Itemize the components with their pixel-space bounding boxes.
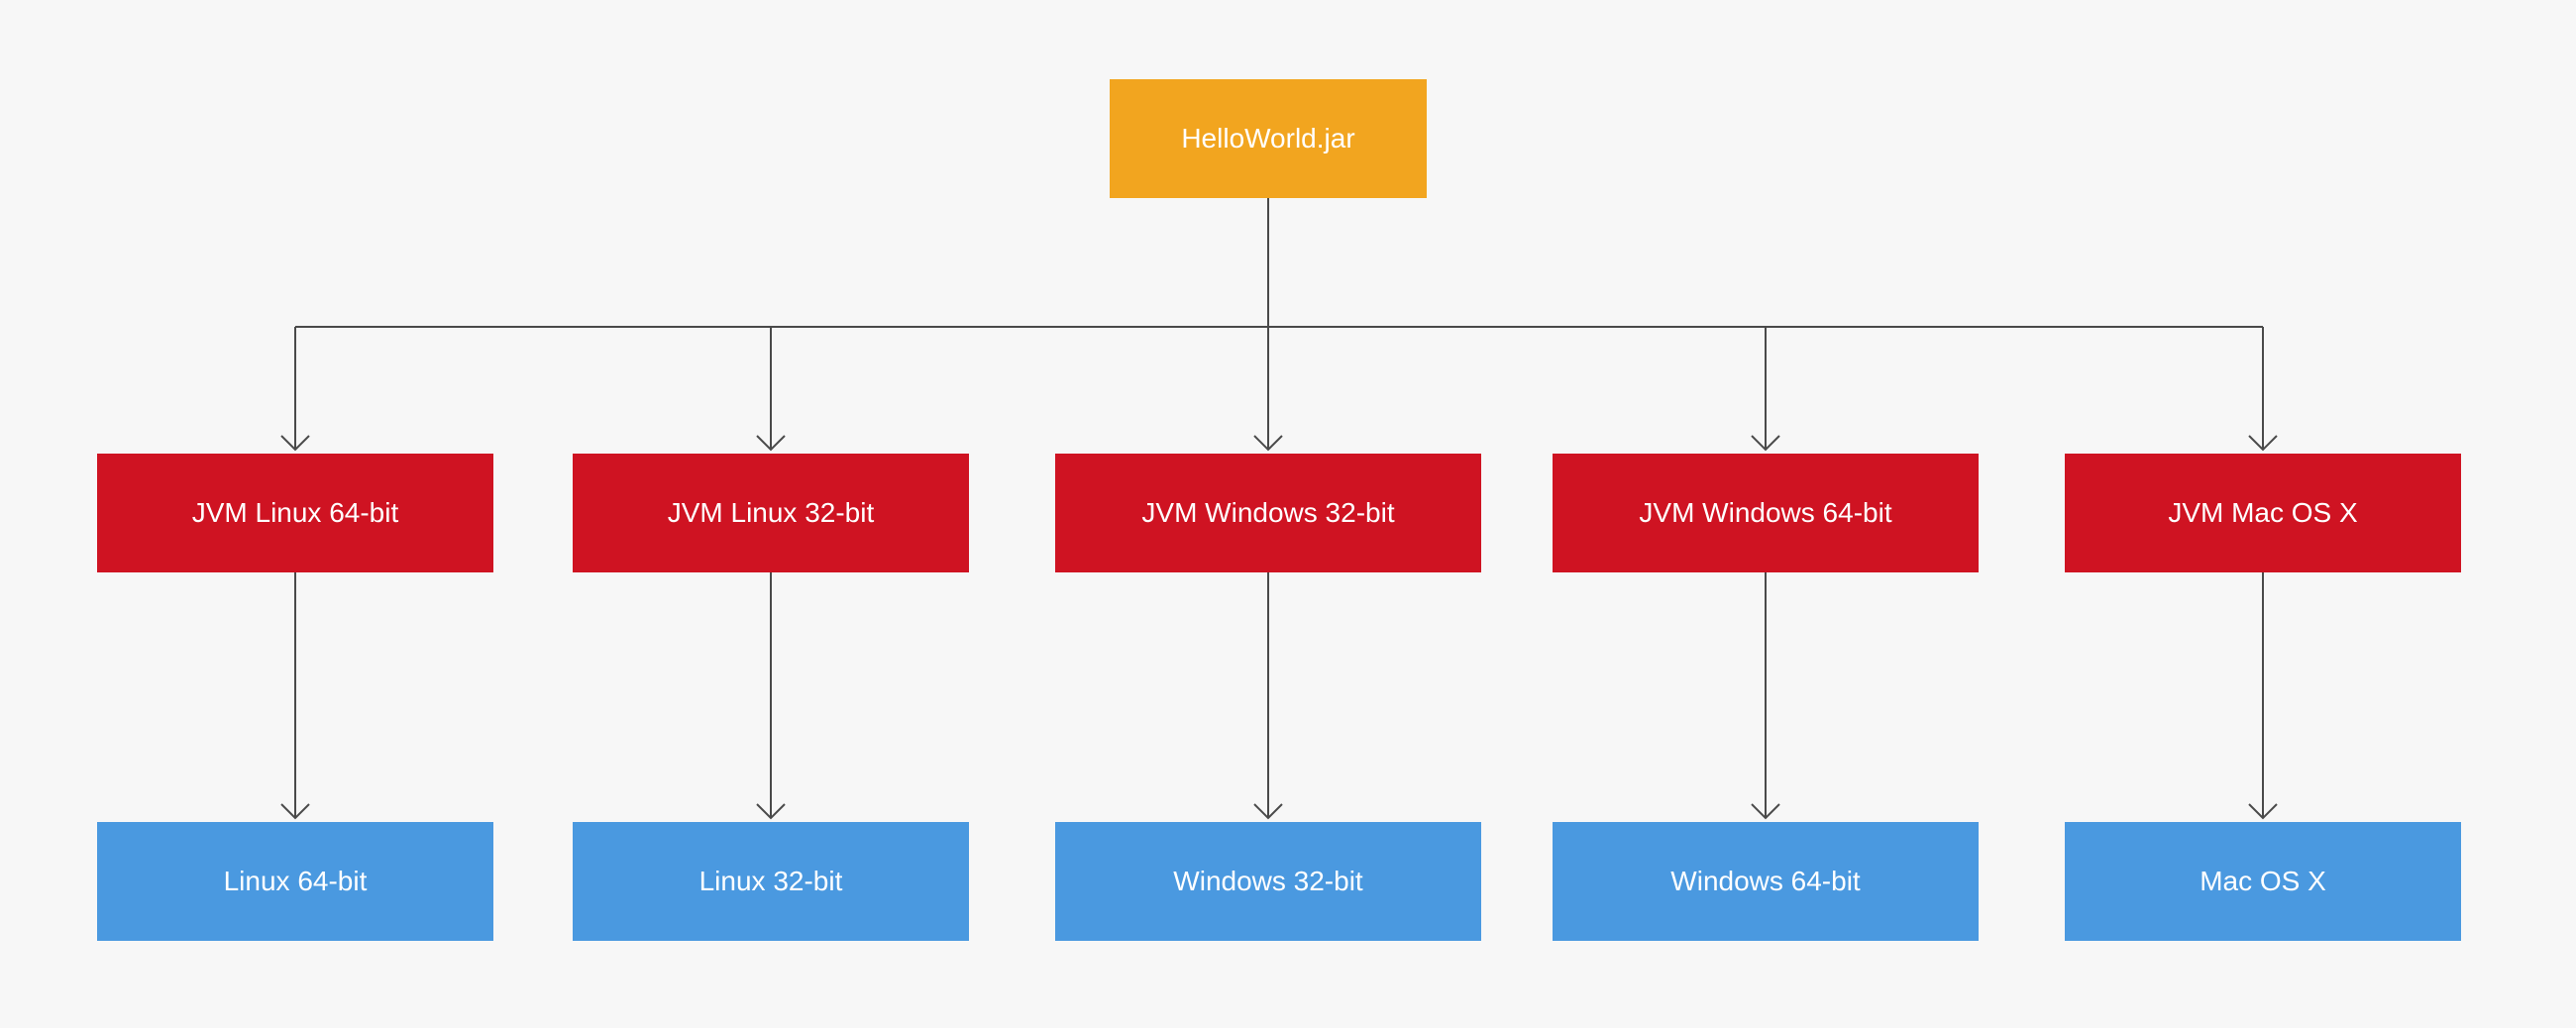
root-node: HelloWorld.jar	[1110, 79, 1427, 198]
jvm-node-label: JVM Linux 64-bit	[192, 497, 399, 529]
os-node-linux64: Linux 64-bit	[97, 822, 493, 941]
diagram-canvas: HelloWorld.jar JVM Linux 64-bit JVM Linu…	[0, 0, 2576, 1028]
jvm-node-macosx: JVM Mac OS X	[2065, 454, 2461, 572]
jvm-node-windows32: JVM Windows 32-bit	[1055, 454, 1481, 572]
os-node-label: Linux 64-bit	[224, 866, 368, 897]
jvm-node-label: JVM Windows 64-bit	[1639, 497, 1891, 529]
os-node-windows64: Windows 64-bit	[1553, 822, 1979, 941]
os-node-windows32: Windows 32-bit	[1055, 822, 1481, 941]
jvm-node-label: JVM Windows 32-bit	[1141, 497, 1394, 529]
jvm-node-windows64: JVM Windows 64-bit	[1553, 454, 1979, 572]
os-node-label: Windows 32-bit	[1173, 866, 1362, 897]
root-node-label: HelloWorld.jar	[1181, 123, 1354, 154]
os-node-macosx: Mac OS X	[2065, 822, 2461, 941]
jvm-node-label: JVM Linux 32-bit	[668, 497, 875, 529]
os-node-label: Windows 64-bit	[1670, 866, 1860, 897]
jvm-node-linux64: JVM Linux 64-bit	[97, 454, 493, 572]
jvm-node-linux32: JVM Linux 32-bit	[573, 454, 969, 572]
os-node-linux32: Linux 32-bit	[573, 822, 969, 941]
jvm-node-label: JVM Mac OS X	[2168, 497, 2357, 529]
os-node-label: Linux 32-bit	[699, 866, 843, 897]
os-node-label: Mac OS X	[2200, 866, 2326, 897]
